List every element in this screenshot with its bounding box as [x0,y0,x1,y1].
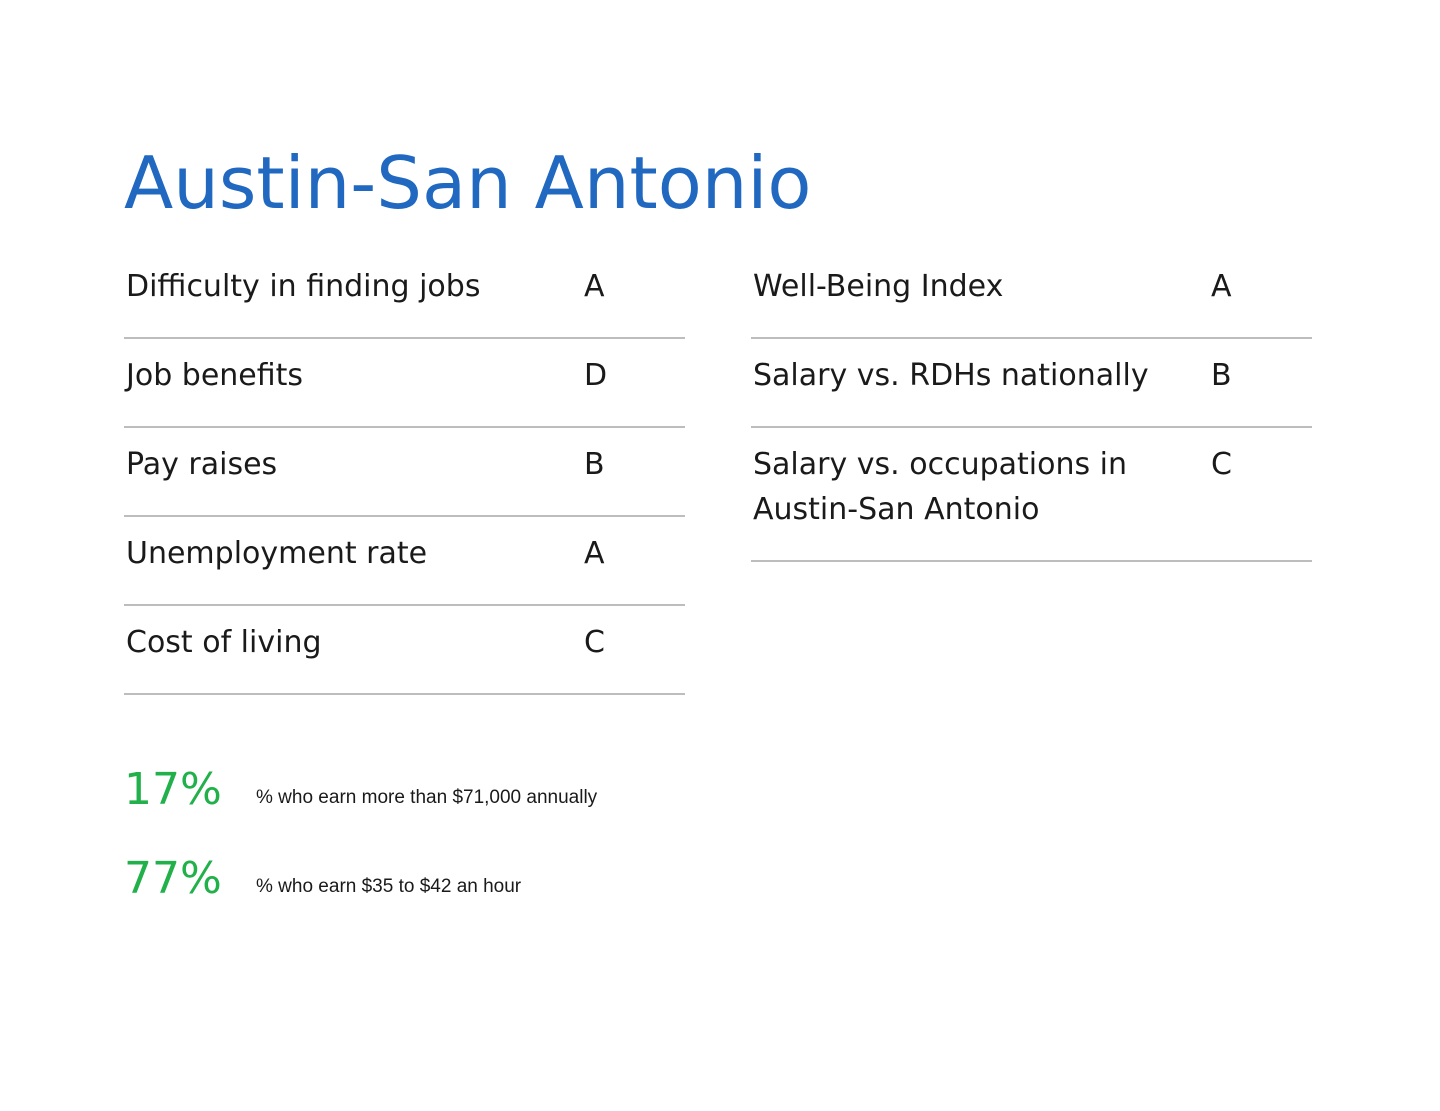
stat-description: % who earn more than $71,000 annually [256,787,598,808]
rating-label: Job benefits [126,358,304,393]
stat-value: 77% [124,853,222,904]
rating-row: Well-Being Index A [751,250,1312,339]
stat-description: % who earn $35 to $42 an hour [256,876,522,897]
rating-grade: A [584,269,605,304]
rating-row: Salary vs. occupations in Austin-San Ant… [751,428,1312,562]
rating-row: Unemployment rate A [124,517,685,606]
rating-row: Difficulty in finding jobs A [124,250,685,339]
left-ratings-table: Difficulty in finding jobs A Job benefit… [124,250,685,695]
right-ratings-table: Well-Being Index A Salary vs. RDHs natio… [751,250,1312,562]
rating-row: Cost of living C [124,606,685,695]
rating-grade: C [1211,447,1232,482]
page-title: Austin-San Antonio [124,141,812,225]
rating-label: Unemployment rate [126,536,428,571]
rating-row: Salary vs. RDHs nationally B [751,339,1312,428]
rating-grade: B [1211,358,1232,393]
rating-grade: D [584,358,608,393]
stat-item: 17% % who earn more than $71,000 annuall… [124,762,824,822]
rating-label: Difficulty in finding jobs [126,269,481,304]
rating-grade: A [584,536,605,571]
rating-label: Cost of living [126,625,322,660]
rating-grade: A [1211,269,1232,304]
rating-grade: C [584,625,605,660]
rating-label: Pay raises [126,447,278,482]
stat-item: 77% % who earn $35 to $42 an hour [124,851,824,911]
rating-grade: B [584,447,605,482]
rating-row: Pay raises B [124,428,685,517]
rating-label: Salary vs. occupations in Austin-San Ant… [753,447,1127,527]
rating-label: Well-Being Index [753,269,1004,304]
rating-row: Job benefits D [124,339,685,428]
stat-value: 17% [124,764,222,815]
rating-label: Salary vs. RDHs nationally [753,358,1149,393]
